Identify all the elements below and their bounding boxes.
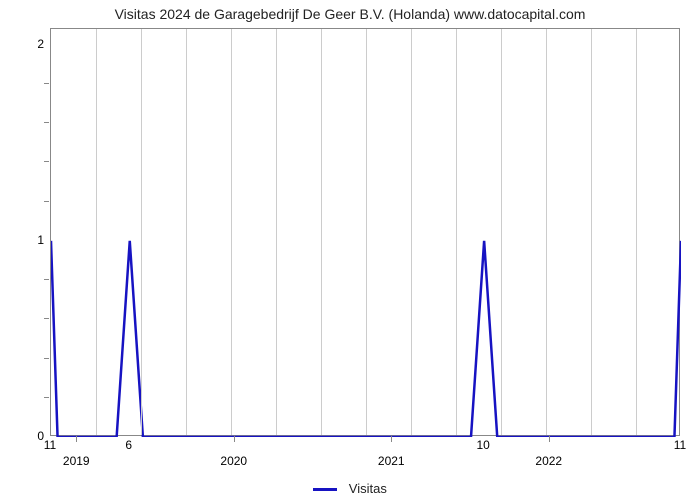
x-value-label: 11 — [44, 438, 56, 452]
gridline-v — [186, 29, 187, 435]
gridline-v — [546, 29, 547, 435]
x-tick-line — [76, 436, 77, 442]
plot-area — [50, 28, 680, 436]
x-tick-line — [234, 436, 235, 442]
gridline-v — [141, 29, 142, 435]
x-tick-line — [391, 436, 392, 442]
x-value-label: 6 — [125, 438, 132, 452]
x-value-label: 11 — [674, 438, 686, 452]
y-tick-minor — [44, 358, 49, 359]
chart-container: Visitas 2024 de Garagebedrijf De Geer B.… — [0, 0, 700, 500]
chart-title: Visitas 2024 de Garagebedrijf De Geer B.… — [0, 6, 700, 22]
gridline-v — [411, 29, 412, 435]
y-tick-minor — [44, 122, 49, 123]
gridline-v — [456, 29, 457, 435]
legend-label: Visitas — [349, 481, 387, 496]
y-tick-minor — [44, 318, 49, 319]
x-tick-year: 2021 — [378, 454, 405, 468]
gridline-v — [276, 29, 277, 435]
y-tick-minor — [44, 201, 49, 202]
gridline-v — [591, 29, 592, 435]
y-tick-label: 1 — [37, 233, 44, 247]
gridline-v — [321, 29, 322, 435]
gridline-v — [96, 29, 97, 435]
y-tick-minor — [44, 161, 49, 162]
legend-swatch — [313, 488, 337, 491]
legend: Visitas — [0, 481, 700, 496]
y-tick-minor — [44, 397, 49, 398]
x-tick-year: 2020 — [220, 454, 247, 468]
x-tick-line — [549, 436, 550, 442]
y-tick-label: 2 — [37, 37, 44, 51]
x-tick-year: 2022 — [535, 454, 562, 468]
gridline-v — [636, 29, 637, 435]
gridline-v — [501, 29, 502, 435]
y-tick-minor — [44, 83, 49, 84]
y-tick-minor — [44, 279, 49, 280]
gridline-v — [366, 29, 367, 435]
gridline-v — [231, 29, 232, 435]
x-value-label: 10 — [476, 438, 489, 452]
x-tick-year: 2019 — [63, 454, 90, 468]
